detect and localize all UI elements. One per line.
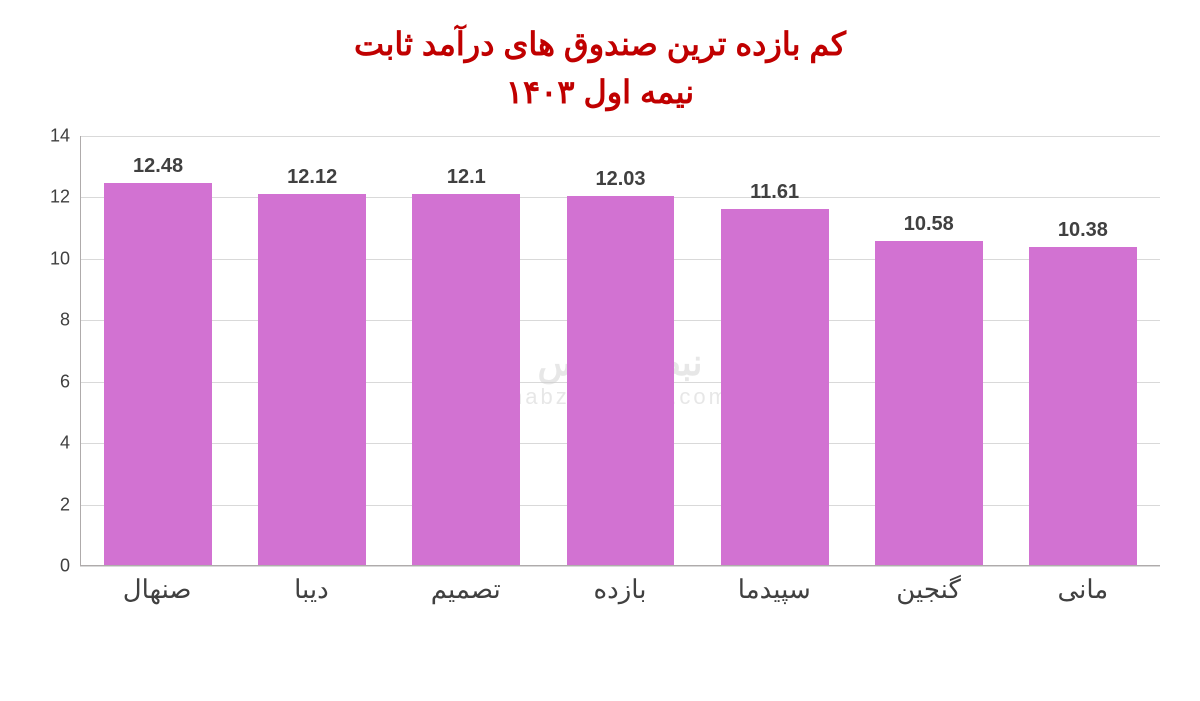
bar-value-label: 12.48: [133, 155, 183, 178]
bar: 12.03: [567, 196, 675, 565]
chart-container: کم بازده ترین صندوق های درآمد ثابت نیمه …: [0, 0, 1200, 701]
y-axis-label: 0: [40, 556, 70, 577]
bar: 12.1: [412, 194, 520, 565]
bar: 11.61: [721, 209, 829, 565]
y-axis-label: 14: [40, 126, 70, 147]
bar: 12.48: [104, 183, 212, 565]
bar-value-label: 12.03: [595, 168, 645, 191]
bar-group: 12.12: [235, 136, 389, 565]
y-axis-label: 12: [40, 187, 70, 208]
y-axis-label: 4: [40, 433, 70, 454]
x-axis-label: سپیدما: [697, 566, 851, 616]
bar: 12.12: [258, 194, 366, 565]
x-axis-labels: صنهالدیباتصمیمبازدهسپیدماگنجینمانی: [80, 566, 1160, 616]
bar-value-label: 12.1: [447, 166, 486, 189]
bar: 10.38: [1029, 247, 1137, 565]
chart-title-line2: نیمه اول ۱۴۰۳: [30, 68, 1170, 116]
bars-area: 12.48 12.12 12.1 12.03 11.61 10.58 10.38: [80, 136, 1160, 566]
bar-group: 12.48: [81, 136, 235, 565]
bar-group: 12.1: [389, 136, 543, 565]
x-axis-label: تصمیم: [389, 566, 543, 616]
y-axis-label: 6: [40, 371, 70, 392]
x-axis-label: گنجین: [851, 566, 1005, 616]
x-axis-label: صنهال: [80, 566, 234, 616]
bar-group: 12.03: [543, 136, 697, 565]
bar-group: 10.58: [852, 136, 1006, 565]
y-axis-label: 8: [40, 310, 70, 331]
x-axis-label: مانی: [1006, 566, 1160, 616]
x-axis-label: دیبا: [234, 566, 388, 616]
bar-value-label: 10.38: [1058, 219, 1108, 242]
bar-value-label: 12.12: [287, 166, 337, 189]
bar-value-label: 10.58: [904, 213, 954, 236]
chart-title-line1: کم بازده ترین صندوق های درآمد ثابت: [30, 20, 1170, 68]
bar: 10.58: [875, 241, 983, 565]
bar-group: 10.38: [1006, 136, 1160, 565]
y-axis-label: 10: [40, 248, 70, 269]
x-axis-label: بازده: [543, 566, 697, 616]
chart-title: کم بازده ترین صندوق های درآمد ثابت نیمه …: [30, 20, 1170, 116]
plot-area: 02468101214 نبض بورس nabzebourse.com 12.…: [80, 136, 1160, 616]
bar-value-label: 11.61: [750, 181, 799, 204]
y-axis-label: 2: [40, 494, 70, 515]
bar-group: 11.61: [698, 136, 852, 565]
